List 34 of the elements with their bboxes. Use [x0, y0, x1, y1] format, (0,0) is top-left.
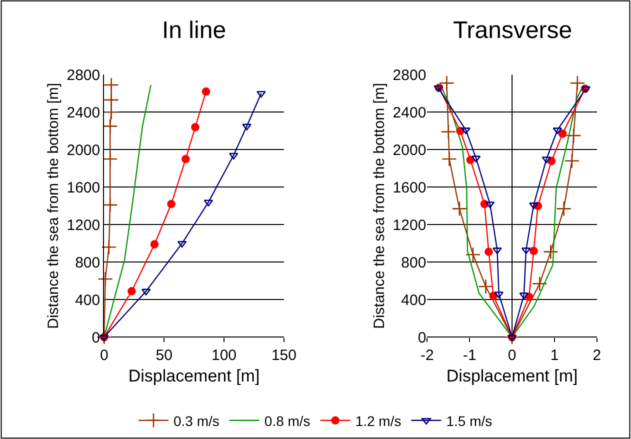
y-tick-label: 2000 — [66, 142, 100, 159]
x-tick-label: 100 — [211, 347, 237, 364]
y-tick-label: 2400 — [66, 104, 100, 122]
y-tick-label: 1200 — [66, 216, 100, 234]
x-tick-label: 0 — [508, 347, 516, 364]
y-tick-label: 2400 — [392, 104, 426, 122]
y-tick-label: 1200 — [392, 216, 426, 234]
y-tick-label: 1600 — [66, 179, 100, 196]
y-tick-label: 1600 — [392, 179, 426, 196]
y-tick-label: 2000 — [392, 142, 426, 159]
legend-label: 1.5 m/s — [446, 412, 492, 429]
chart-title: Transverse — [453, 17, 572, 44]
legend-label: 0.3 m/s — [174, 412, 220, 429]
x-tick-label: 2 — [592, 347, 602, 364]
x-tick-label: 50 — [156, 347, 172, 364]
y-tick-label: 800 — [75, 254, 100, 272]
y-axis-title: Distance the sea from the bottom [m] — [371, 82, 388, 329]
y-tick-label: 400 — [401, 292, 426, 309]
x-axis-title: Displacement [m] — [446, 366, 578, 386]
y-tick-label: 2800 — [66, 66, 100, 84]
y-tick-label: 400 — [75, 292, 100, 309]
x-tick-label: -1 — [462, 347, 476, 364]
y-tick-label: 0 — [92, 329, 100, 346]
x-tick-label: 1 — [550, 347, 559, 364]
x-tick-label: -2 — [420, 347, 434, 364]
y-tick-label: 800 — [401, 254, 426, 272]
y-axis-title: Distance the sea from the bottom [m] — [44, 82, 62, 329]
y-tick-label: 2800 — [392, 66, 426, 84]
legend-label: 0.8 m/s — [264, 412, 310, 429]
x-axis-title: Displacement [m] — [128, 366, 260, 386]
chart-title: In line — [162, 17, 226, 44]
x-tick-label: 150 — [271, 347, 296, 364]
y-tick-label: 0 — [418, 329, 426, 346]
legend-label: 1.2 m/s — [355, 412, 402, 429]
